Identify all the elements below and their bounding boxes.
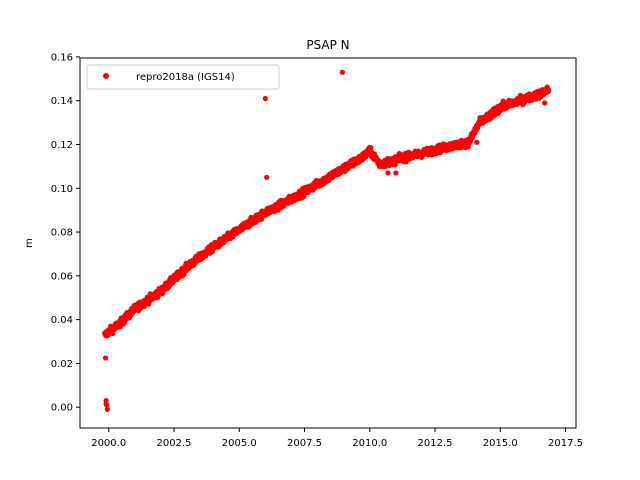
y-tick-label: 0.02 (51, 359, 73, 370)
legend-box (86, 64, 280, 90)
y-axis-label: m (24, 238, 35, 248)
y-tick-label: 0.10 (51, 184, 73, 195)
y-tick-label: 0.00 (51, 403, 73, 414)
axis-ticks: 2000.0 2002.5 2005.0 2007.5 2010.0 2012.5 2015… (51, 52, 583, 449)
plot-frame (79, 57, 577, 429)
legend-label: repro2018a (IGS14) (136, 72, 235, 83)
y-tick-label: 0.06 (51, 271, 73, 282)
legend-marker (103, 73, 109, 79)
y-tick-label: 0.12 (51, 140, 73, 151)
y-tick-label: 0.14 (51, 96, 73, 107)
data-point-outlier (102, 355, 109, 361)
y-tick-label: 0.04 (51, 315, 73, 326)
data-point (368, 144, 374, 151)
x-tick-label: 2000.0 (91, 438, 126, 449)
x-tick-label: 2017.5 (548, 438, 583, 449)
data-point-outlier (339, 69, 345, 75)
x-tick-label: 2012.5 (418, 438, 453, 449)
x-tick-label: 2010.0 (352, 438, 387, 449)
chart-title: PSAP N (306, 38, 349, 52)
data-point-outlier (393, 170, 399, 176)
data-point-outlier (385, 170, 391, 176)
data-point-outlier (103, 401, 109, 407)
data-point-outlier (264, 174, 270, 180)
data-point (110, 330, 116, 337)
data-point-outlier (262, 95, 268, 102)
legend: repro2018a (IGS14) (86, 64, 280, 90)
x-tick-label: 2002.5 (156, 438, 191, 449)
y-tick-label: 0.16 (51, 52, 73, 63)
data-point-outlier (542, 100, 548, 106)
x-tick-label: 2015.0 (483, 438, 518, 449)
data-point (545, 87, 552, 93)
data-point-outlier (104, 406, 111, 412)
x-tick-label: 2005.0 (222, 438, 257, 449)
x-tick-label: 2007.5 (287, 438, 322, 449)
scatter-points (102, 69, 552, 412)
data-point-outlier (474, 139, 480, 145)
y-tick-label: 0.08 (51, 228, 73, 239)
